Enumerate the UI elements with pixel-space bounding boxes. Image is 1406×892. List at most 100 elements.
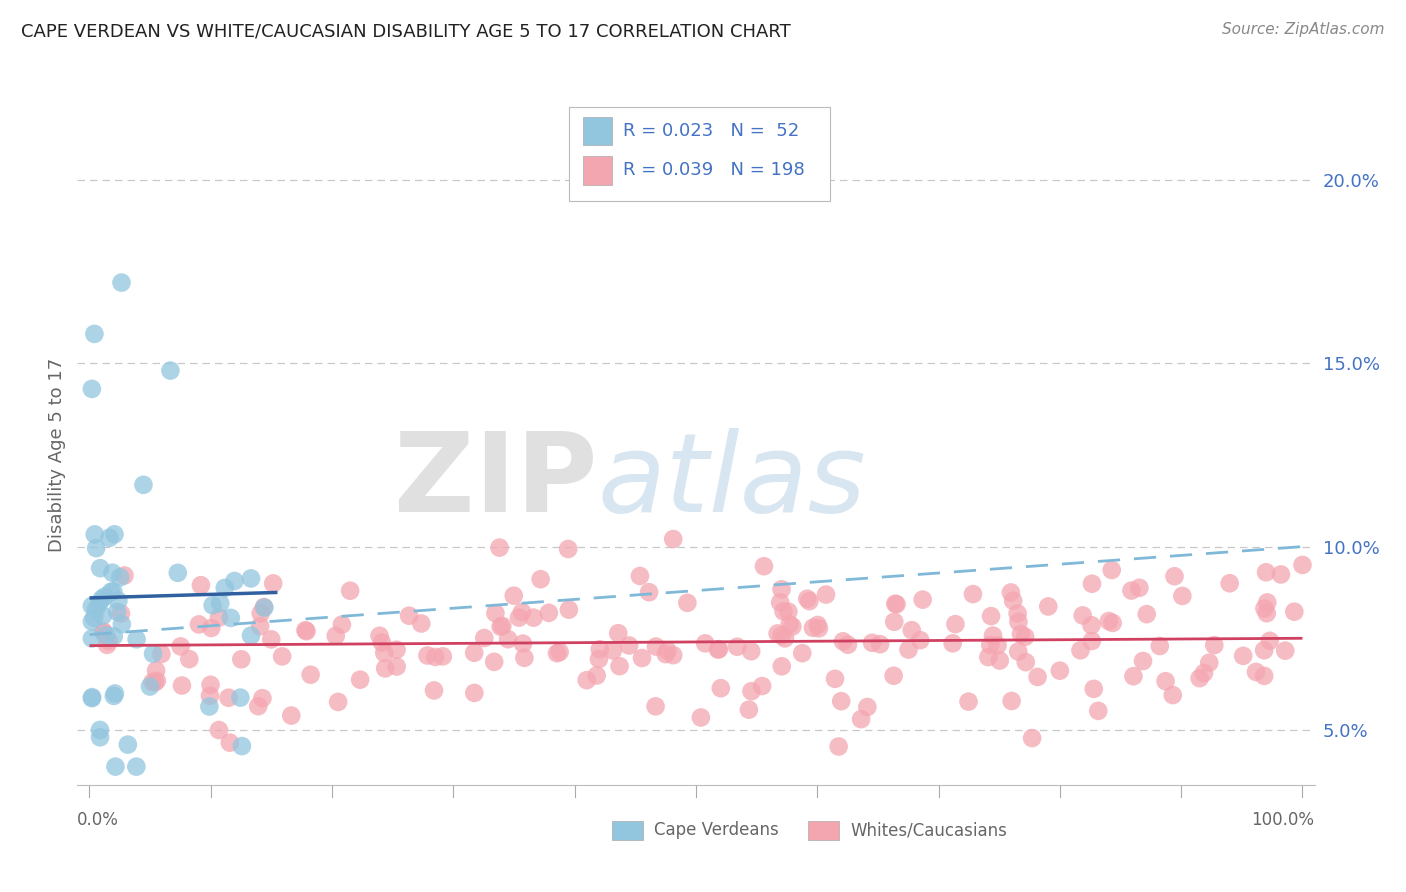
Text: CAPE VERDEAN VS WHITE/CAUCASIAN DISABILITY AGE 5 TO 17 CORRELATION CHART: CAPE VERDEAN VS WHITE/CAUCASIAN DISABILI…: [21, 22, 790, 40]
Point: [510, 605, 533, 619]
Point: [80, 615, 103, 629]
Point: [628, 569, 651, 583]
Point: [101, 566, 124, 580]
Point: [271, 649, 294, 664]
Point: [169, 640, 191, 654]
Text: R = 0.023   N =  52: R = 0.023 N = 52: [623, 122, 799, 140]
Point: [1154, 674, 1177, 689]
Point: [824, 672, 846, 686]
Point: [260, 632, 283, 647]
Point: [530, 572, 553, 586]
Point: [253, 600, 276, 615]
Point: [1171, 589, 1194, 603]
Point: [114, 568, 136, 582]
Point: [856, 700, 879, 714]
Point: [883, 669, 905, 683]
Point: [869, 637, 891, 651]
Point: [770, 628, 793, 642]
Point: [1098, 614, 1121, 628]
Point: [280, 708, 302, 723]
Point: [988, 654, 1011, 668]
Point: [987, 638, 1010, 652]
Point: [1253, 669, 1275, 683]
Point: [252, 691, 274, 706]
Point: [1000, 585, 1022, 599]
Point: [218, 736, 240, 750]
Point: [849, 712, 872, 726]
Point: [349, 673, 371, 687]
Point: [1291, 558, 1313, 572]
Point: [142, 647, 165, 661]
Point: [463, 686, 485, 700]
Point: [886, 597, 908, 611]
Point: [398, 608, 420, 623]
Point: [1015, 655, 1038, 669]
Point: [609, 659, 631, 673]
Point: [84, 602, 107, 616]
Point: [472, 631, 495, 645]
Point: [801, 621, 824, 635]
Point: [1163, 569, 1185, 583]
Point: [676, 596, 699, 610]
Point: [83, 527, 105, 541]
Point: [607, 626, 630, 640]
Point: [770, 659, 793, 673]
Point: [807, 621, 830, 635]
Point: [1204, 638, 1226, 652]
Point: [89, 561, 111, 575]
Point: [1069, 643, 1091, 657]
Point: [1132, 654, 1154, 668]
Point: [110, 607, 132, 621]
Point: [91, 608, 114, 623]
Point: [1232, 648, 1254, 663]
Point: [339, 583, 361, 598]
Point: [145, 673, 167, 688]
Point: [105, 605, 128, 619]
Point: [1270, 567, 1292, 582]
Point: [796, 591, 818, 606]
Point: [662, 532, 685, 546]
Point: [1192, 665, 1215, 680]
Point: [326, 695, 349, 709]
Point: [98, 634, 121, 648]
Point: [769, 595, 792, 609]
Point: [89, 723, 111, 737]
Point: [1284, 605, 1306, 619]
Point: [159, 363, 181, 377]
Point: [489, 620, 512, 634]
Point: [807, 618, 830, 632]
Point: [198, 699, 221, 714]
Point: [644, 640, 666, 654]
Point: [981, 629, 1004, 643]
Point: [1256, 595, 1278, 609]
Point: [662, 648, 685, 663]
Point: [957, 695, 980, 709]
Point: [219, 611, 242, 625]
Point: [557, 541, 579, 556]
Point: [1253, 643, 1275, 657]
Point: [229, 690, 252, 705]
Point: [432, 649, 454, 664]
Point: [218, 690, 240, 705]
Point: [98, 531, 121, 545]
Point: [548, 645, 571, 659]
Point: [385, 659, 408, 673]
Point: [103, 629, 125, 643]
Point: [1038, 599, 1060, 614]
Point: [1087, 704, 1109, 718]
Point: [294, 624, 316, 638]
Point: [179, 652, 201, 666]
Point: [772, 604, 794, 618]
Point: [588, 652, 610, 666]
Point: [1081, 576, 1104, 591]
Point: [83, 326, 105, 341]
Point: [830, 694, 852, 708]
Point: [201, 599, 224, 613]
Point: [546, 646, 568, 660]
Point: [1188, 671, 1211, 685]
Point: [200, 621, 222, 635]
Point: [139, 680, 162, 694]
Point: [1021, 731, 1043, 745]
Point: [522, 610, 544, 624]
Point: [150, 647, 173, 661]
